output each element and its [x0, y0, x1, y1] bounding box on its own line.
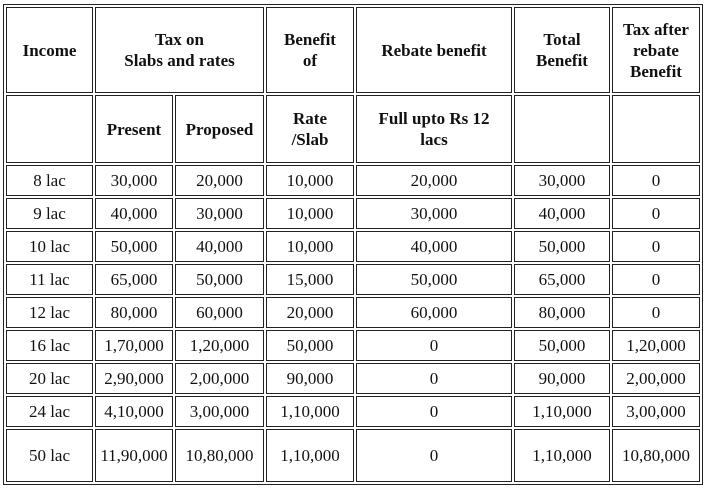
income-cell: 24 lac	[6, 396, 93, 427]
header-cell: Rebate benefit	[356, 7, 512, 93]
subheader-row: Present Proposed Rate /Slab Full upto Rs…	[6, 95, 700, 163]
header-cell: Total Benefit	[514, 7, 610, 93]
value-cell: 90,000	[514, 363, 610, 394]
value-cell: 65,000	[514, 264, 610, 295]
value-cell: 50,000	[95, 231, 173, 262]
value-cell: 20,000	[175, 165, 264, 196]
subheader-cell: Full upto Rs 12 lacs	[356, 95, 512, 163]
value-cell: 0	[612, 264, 700, 295]
data-row: 12 lac 80,000 60,000 20,000 60,000 80,000 0	[6, 297, 700, 328]
value-cell: 0	[356, 363, 512, 394]
value-cell: 2,00,000	[175, 363, 264, 394]
value-cell: 60,000	[175, 297, 264, 328]
value-cell: 90,000	[266, 363, 354, 394]
data-row: 24 lac 4,10,000 3,00,000 1,10,000 0 1,10,000 3…	[6, 396, 700, 427]
income-cell: 10 lac	[6, 231, 93, 262]
table-body: 8 lac 30,000 20,000 10,000 20,000 30,000 0 9 la…	[6, 165, 700, 482]
value-cell: 0	[356, 330, 512, 361]
value-cell: 80,000	[514, 297, 610, 328]
data-row: 50 lac 11,90,000 10,80,000 1,10,000 0 1,10,00…	[6, 429, 700, 482]
value-cell: 1,70,000	[95, 330, 173, 361]
data-row: 16 lac 1,70,000 1,20,000 50,000 0 50,000 1,20,…	[6, 330, 700, 361]
value-cell: 10,80,000	[175, 429, 264, 482]
value-cell: 10,80,000	[612, 429, 700, 482]
value-cell: 10,000	[266, 198, 354, 229]
value-cell: 0	[612, 297, 700, 328]
data-row: 8 lac 30,000 20,000 10,000 20,000 30,000 0	[6, 165, 700, 196]
income-cell: 9 lac	[6, 198, 93, 229]
value-cell: 50,000	[266, 330, 354, 361]
subheader-cell: Rate /Slab	[266, 95, 354, 163]
value-cell: 15,000	[266, 264, 354, 295]
value-cell: 1,10,000	[514, 396, 610, 427]
income-cell: 50 lac	[6, 429, 93, 482]
value-cell: 20,000	[356, 165, 512, 196]
value-cell: 0	[612, 165, 700, 196]
header-cell: Tax on Slabs and rates	[95, 7, 264, 93]
income-cell: 16 lac	[6, 330, 93, 361]
value-cell: 50,000	[175, 264, 264, 295]
value-cell: 40,000	[514, 198, 610, 229]
value-cell: 1,10,000	[266, 429, 354, 482]
value-cell: 1,10,000	[514, 429, 610, 482]
value-cell: 0	[356, 396, 512, 427]
subheader-cell: Present	[95, 95, 173, 163]
value-cell: 65,000	[95, 264, 173, 295]
value-cell: 40,000	[175, 231, 264, 262]
value-cell: 10,000	[266, 231, 354, 262]
header-cell: Income	[6, 7, 93, 93]
data-row: 9 lac 40,000 30,000 10,000 30,000 40,000 0	[6, 198, 700, 229]
value-cell: 60,000	[356, 297, 512, 328]
value-cell: 10,000	[266, 165, 354, 196]
value-cell: 50,000	[356, 264, 512, 295]
data-row: 20 lac 2,90,000 2,00,000 90,000 0 90,000 2,00,…	[6, 363, 700, 394]
value-cell: 3,00,000	[612, 396, 700, 427]
value-cell: 40,000	[95, 198, 173, 229]
value-cell: 0	[612, 198, 700, 229]
value-cell: 20,000	[266, 297, 354, 328]
value-cell: 30,000	[175, 198, 264, 229]
tax-table: Income Tax on Slabs and rates Benefit of…	[3, 4, 703, 485]
value-cell: 50,000	[514, 231, 610, 262]
income-cell: 11 lac	[6, 264, 93, 295]
value-cell: 1,20,000	[175, 330, 264, 361]
value-cell: 50,000	[514, 330, 610, 361]
value-cell: 11,90,000	[95, 429, 173, 482]
value-cell: 2,90,000	[95, 363, 173, 394]
value-cell: 30,000	[356, 198, 512, 229]
empty-cell	[612, 95, 700, 163]
data-row: 10 lac 50,000 40,000 10,000 40,000 50,000 0	[6, 231, 700, 262]
value-cell: 4,10,000	[95, 396, 173, 427]
value-cell: 0	[612, 231, 700, 262]
value-cell: 30,000	[514, 165, 610, 196]
empty-cell	[6, 95, 93, 163]
data-row: 11 lac 65,000 50,000 15,000 50,000 65,000 0	[6, 264, 700, 295]
header-cell: Tax after rebate Benefit	[612, 7, 700, 93]
value-cell: 30,000	[95, 165, 173, 196]
value-cell: 80,000	[95, 297, 173, 328]
income-cell: 20 lac	[6, 363, 93, 394]
value-cell: 40,000	[356, 231, 512, 262]
empty-cell	[514, 95, 610, 163]
value-cell: 1,10,000	[266, 396, 354, 427]
subheader-cell: Proposed	[175, 95, 264, 163]
header-row: Income Tax on Slabs and rates Benefit of…	[6, 7, 700, 93]
income-cell: 12 lac	[6, 297, 93, 328]
value-cell: 3,00,000	[175, 396, 264, 427]
value-cell: 0	[356, 429, 512, 482]
header-cell: Benefit of	[266, 7, 354, 93]
value-cell: 2,00,000	[612, 363, 700, 394]
income-cell: 8 lac	[6, 165, 93, 196]
value-cell: 1,20,000	[612, 330, 700, 361]
